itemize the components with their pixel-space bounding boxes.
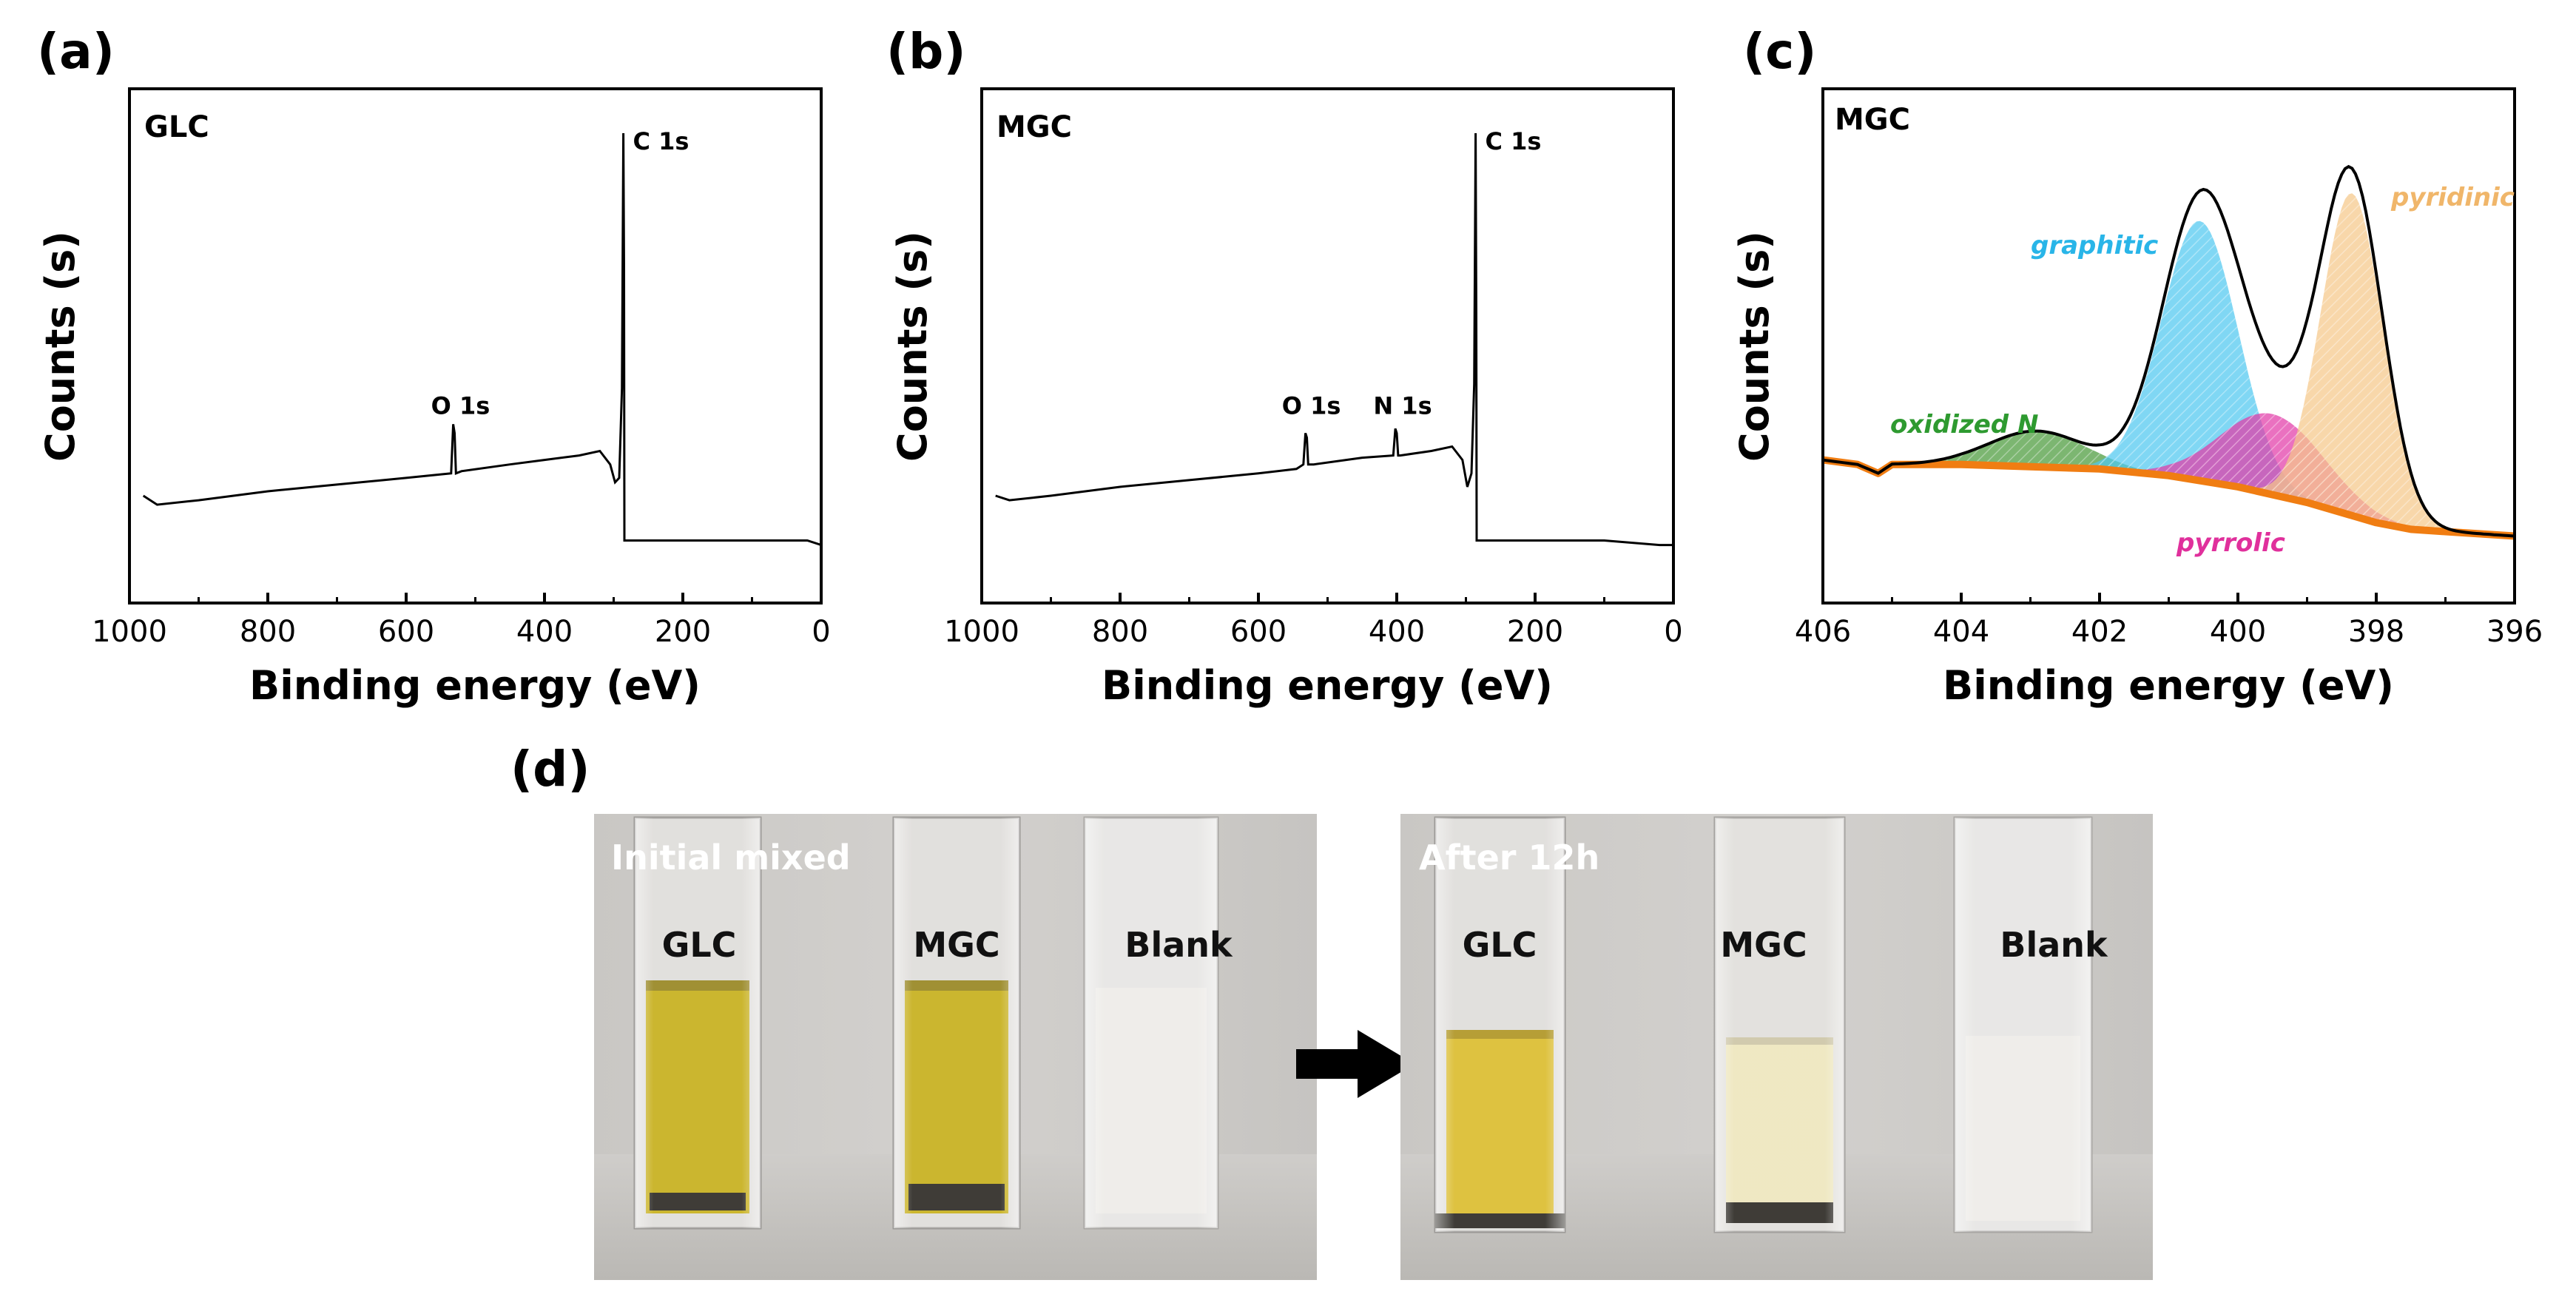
chart-b-xtick-label: 400 — [1369, 615, 1425, 649]
chart-a-xtick-label: 200 — [655, 615, 711, 649]
chart-a-xtick-label: 0 — [812, 615, 830, 649]
chart-a-xlabel: Binding energy (eV) — [249, 662, 701, 709]
chart-c-component-hatch — [1823, 431, 2515, 536]
chart-c-label-pyridinic: pyridinic — [2390, 183, 2515, 212]
panel-letter-c: (c) — [1743, 23, 1816, 80]
chart-c-label-pyrrolic: pyrrolic — [2176, 528, 2285, 558]
chart-a-sample-label: GLC — [144, 110, 209, 144]
chart-b-xtick-label: 1000 — [944, 615, 1019, 649]
chart-c-component-hatch — [1823, 193, 2515, 536]
chart-b-xtick-label: 0 — [1664, 615, 1682, 649]
panel-letter-b: (b) — [886, 23, 966, 80]
cuvette-blank-after — [1953, 816, 2093, 1233]
chart-b-xtick-label: 200 — [1507, 615, 1563, 649]
cuvette-glc-after — [1434, 816, 1566, 1233]
chart-c-component-hatch — [1823, 220, 2515, 536]
chart-a-peak-c1s: C 1s — [633, 127, 689, 155]
chart-a-xtick-label: 400 — [516, 615, 573, 649]
chart-b-peak-n1s: N 1s — [1373, 391, 1432, 420]
chart-c-envelope — [1822, 164, 2515, 538]
chart-a-xtick-label: 800 — [240, 615, 296, 649]
photo-after-label-glc: GLC — [1463, 925, 1537, 965]
chart-a-series-line — [142, 132, 822, 547]
photo-initial-mixed: Initial mixed GLC MGC Blank — [594, 814, 1317, 1280]
chart-b-xlabel: Binding energy (eV) — [1102, 662, 1553, 709]
chart-b-xtick-label: 800 — [1092, 615, 1148, 649]
chart-c-label-oxidized-n: oxidized N — [1890, 410, 2038, 439]
chart-b-series-line — [995, 132, 1673, 547]
photo-after-label-mgc: MGC — [1720, 925, 1807, 965]
chart-c-xtick-label: 396 — [2486, 615, 2543, 649]
chart-b-peak-c1s: C 1s — [1486, 127, 1542, 155]
chart-a-frame — [128, 87, 823, 604]
chart-c-ylabel: Counts (s) — [1731, 231, 1778, 462]
photo-after-caption: After 12h — [1419, 838, 1599, 878]
chart-c-xtick-label: 398 — [2348, 615, 2404, 649]
cuvette-mgc-before — [892, 816, 1021, 1230]
chart-b-xtick-label: 600 — [1230, 615, 1287, 649]
photo-after-label-blank: Blank — [2000, 925, 2108, 965]
chart-c-xtick-label: 402 — [2071, 615, 2128, 649]
chart-c-n1s-deconvolution: 406 404 402 400 398 396 Binding energy (eV) C… — [1731, 87, 2543, 709]
chart-b-ylabel: Counts (s) — [889, 231, 936, 462]
chart-a-peak-o1s: O 1s — [431, 391, 490, 420]
chart-b-peak-o1s: O 1s — [1282, 391, 1341, 420]
panel-letter-a: (a) — [37, 23, 115, 80]
chart-b-frame — [980, 87, 1675, 604]
chart-c-xtick-label: 404 — [1933, 615, 1989, 649]
chart-a-xtick-label: 1000 — [92, 615, 167, 649]
cuvette-mgc-after — [1713, 816, 1846, 1233]
chart-c-xtick-label: 406 — [1795, 615, 1851, 649]
photo-before-caption: Initial mixed — [611, 838, 851, 878]
photo-before-label-mgc: MGC — [913, 925, 999, 965]
arrow-icon — [1296, 1030, 1415, 1098]
chart-a-ylabel: Counts (s) — [37, 231, 84, 462]
photo-before-label-blank: Blank — [1125, 925, 1233, 965]
chart-c-label-graphitic: graphitic — [2031, 231, 2158, 260]
cuvette-blank-before — [1083, 816, 1219, 1230]
photo-before-label-glc: GLC — [662, 925, 737, 965]
panel-letter-d: (d) — [510, 741, 590, 798]
photo-after-12h: After 12h GLC MGC Blank — [1400, 814, 2153, 1280]
chart-c-xlabel: Binding energy (eV) — [1943, 662, 2394, 709]
chart-b-survey-mgc: 1000 800 600 400 200 0 Binding energy (eV) Co… — [889, 87, 1683, 709]
cuvette-glc-before — [633, 816, 762, 1230]
chart-b-sample-label: MGC — [997, 110, 1072, 144]
chart-c-sample-label: MGC — [1835, 103, 1910, 137]
chart-a-xtick-label: 600 — [378, 615, 434, 649]
chart-a-survey-glc: 1000 800 600 400 200 0 Binding energy (eV) Co… — [37, 87, 831, 709]
chart-c-xtick-label: 400 — [2210, 615, 2266, 649]
